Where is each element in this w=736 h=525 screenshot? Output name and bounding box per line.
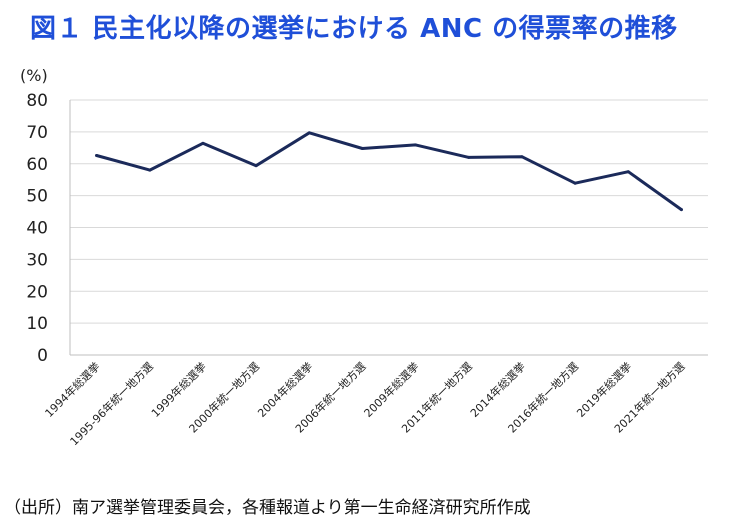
y-axis-unit-label: (%) [20, 66, 48, 85]
x-tick-label: 1994年総選挙 [42, 359, 103, 420]
y-tick-label-30: 30 [26, 250, 48, 270]
data-point [679, 208, 683, 212]
data-point [467, 155, 471, 159]
y-tick-label-50: 50 [26, 187, 48, 207]
source-note: （出所）南ア選挙管理委員会，各種報道より第一生命経済研究所作成 [4, 498, 531, 518]
series-layer [95, 131, 683, 212]
series-line-anc-vote-share [95, 131, 683, 212]
data-point [201, 141, 205, 145]
chart-title: 図１ 民主化以降の選挙における ANC の得票率の推移 [30, 14, 678, 44]
x-tick-label: 1999年総選挙 [148, 359, 209, 420]
y-tick-label-40: 40 [26, 219, 48, 239]
y-tick-label-10: 10 [26, 314, 48, 334]
data-point [573, 181, 577, 185]
y-tick-labels: 0 10 20 30 40 50 60 70 80 [26, 91, 48, 366]
gridlines [70, 99, 708, 324]
y-tick-label-60: 60 [26, 155, 48, 175]
data-point [414, 143, 418, 147]
data-point [307, 131, 311, 135]
x-tick-label: 2004年総選挙 [255, 359, 316, 420]
x-tick-label: 2014年総選挙 [467, 359, 528, 420]
line-chart: 0 10 20 30 40 50 60 70 80 1994年総選挙1995-96年統一地方選1… [26, 91, 708, 448]
axes [69, 100, 708, 356]
y-tick-label-0: 0 [37, 346, 48, 366]
y-tick-label-20: 20 [26, 282, 48, 302]
data-point [254, 164, 258, 168]
data-point [360, 146, 364, 150]
x-tick-label: 2009年総選挙 [361, 359, 422, 420]
y-tick-label-80: 80 [26, 91, 48, 111]
data-point [148, 168, 152, 172]
data-point [95, 153, 99, 157]
data-point [626, 170, 630, 174]
x-tick-labels: 1994年総選挙1995-96年統一地方選1999年総選挙2000年統一地方選2… [42, 359, 688, 448]
data-point [520, 155, 524, 159]
x-tick-label: 2019年総選挙 [574, 359, 635, 420]
y-tick-label-70: 70 [26, 123, 48, 143]
